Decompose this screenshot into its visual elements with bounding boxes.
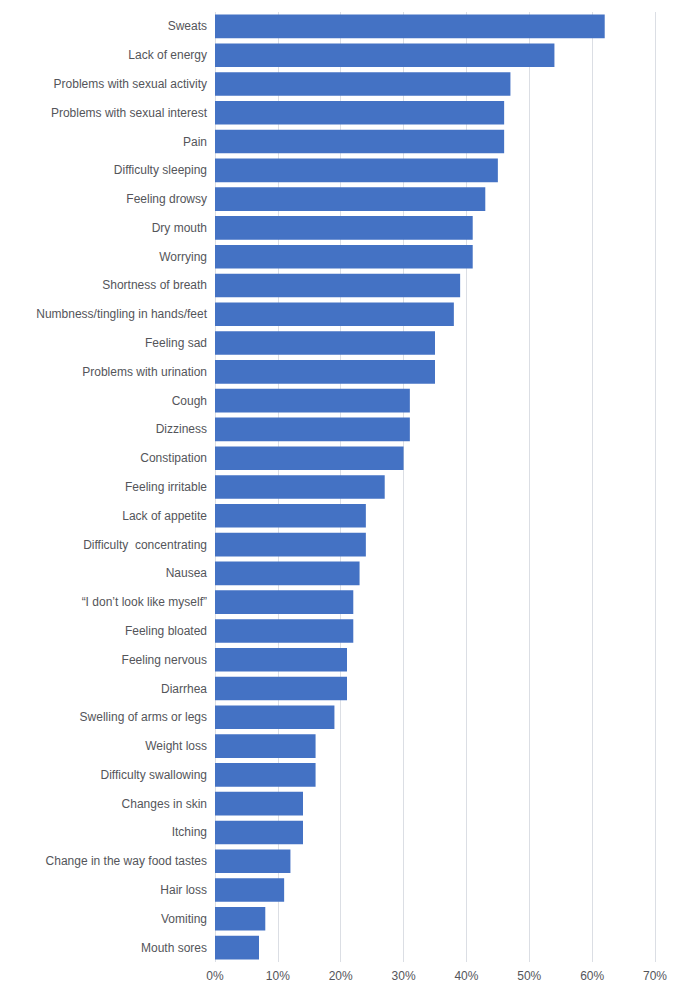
svg-text:Difficulty sleeping: Difficulty sleeping bbox=[114, 163, 207, 177]
svg-text:Feeling sad: Feeling sad bbox=[145, 336, 207, 350]
svg-text:0%: 0% bbox=[206, 969, 224, 983]
svg-text:70%: 70% bbox=[643, 969, 667, 983]
svg-text:10%: 10% bbox=[266, 969, 290, 983]
svg-text:Numbness/tingling in hands/fee: Numbness/tingling in hands/feet bbox=[36, 307, 207, 321]
svg-text:Cough: Cough bbox=[172, 394, 207, 408]
svg-text:Change in the way food tastes: Change in the way food tastes bbox=[46, 854, 207, 868]
svg-text:Problems with sexual interest: Problems with sexual interest bbox=[51, 106, 208, 120]
svg-text:Feeling drowsy: Feeling drowsy bbox=[126, 192, 207, 206]
svg-text:Itching: Itching bbox=[172, 825, 207, 839]
svg-text:40%: 40% bbox=[454, 969, 478, 983]
svg-text:Hair loss: Hair loss bbox=[160, 883, 207, 897]
svg-text:20%: 20% bbox=[329, 969, 353, 983]
svg-text:30%: 30% bbox=[392, 969, 416, 983]
svg-text:Problems with sexual activity: Problems with sexual activity bbox=[54, 77, 207, 91]
svg-text:Changes in skin: Changes in skin bbox=[122, 797, 207, 811]
svg-text:Weight loss: Weight loss bbox=[145, 739, 207, 753]
svg-text:“I don’t look like myself”: “I don’t look like myself” bbox=[82, 595, 207, 609]
svg-text:Worrying: Worrying bbox=[159, 250, 207, 264]
svg-text:Feeling bloated: Feeling bloated bbox=[125, 624, 207, 638]
svg-text:Dizziness: Dizziness bbox=[156, 422, 207, 436]
svg-text:50%: 50% bbox=[517, 969, 541, 983]
svg-text:60%: 60% bbox=[580, 969, 604, 983]
svg-text:Feeling nervous: Feeling nervous bbox=[122, 653, 207, 667]
svg-text:Pain: Pain bbox=[183, 135, 207, 149]
svg-text:Shortness of breath: Shortness of breath bbox=[102, 278, 207, 292]
svg-text:Difficulty concentrating: Difficulty concentrating bbox=[83, 538, 207, 552]
svg-text:Diarrhea: Diarrhea bbox=[161, 682, 207, 696]
svg-text:Feeling irritable: Feeling irritable bbox=[125, 480, 207, 494]
svg-text:Difficulty swallowing: Difficulty swallowing bbox=[101, 768, 207, 782]
svg-text:Nausea: Nausea bbox=[166, 566, 208, 580]
svg-text:Mouth sores: Mouth sores bbox=[141, 941, 207, 955]
svg-text:Dry mouth: Dry mouth bbox=[152, 221, 207, 235]
svg-text:Constipation: Constipation bbox=[140, 451, 207, 465]
svg-text:Sweats: Sweats bbox=[168, 19, 207, 33]
svg-text:Swelling of arms or legs: Swelling of arms or legs bbox=[80, 710, 207, 724]
svg-text:Problems with urination: Problems with urination bbox=[82, 365, 207, 379]
svg-text:Lack of energy: Lack of energy bbox=[128, 48, 207, 62]
svg-text:Lack of appetite: Lack of appetite bbox=[122, 509, 207, 523]
svg-text:Vomiting: Vomiting bbox=[161, 912, 207, 926]
